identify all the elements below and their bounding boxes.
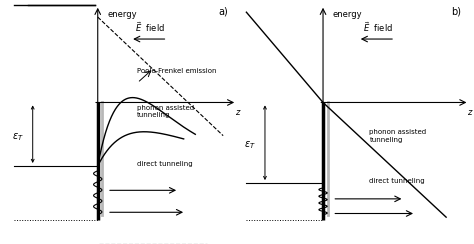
Text: energy: energy	[332, 10, 362, 19]
Text: phonon assisted
tunneling: phonon assisted tunneling	[370, 129, 427, 142]
Text: $\vec{E}$  field: $\vec{E}$ field	[135, 20, 165, 34]
Text: energy: energy	[107, 10, 137, 19]
Text: z: z	[467, 108, 472, 117]
Text: b): b)	[451, 7, 461, 17]
Text: $\varepsilon_T$: $\varepsilon_T$	[244, 139, 256, 151]
Text: Poole-Frenkel emission: Poole-Frenkel emission	[137, 68, 217, 74]
Text: direct tunneling: direct tunneling	[370, 178, 425, 184]
Text: $\vec{E}$  field: $\vec{E}$ field	[363, 20, 392, 34]
Text: $\varepsilon_T$: $\varepsilon_T$	[12, 131, 24, 142]
Text: direct tunneling: direct tunneling	[137, 161, 193, 167]
Text: z: z	[235, 108, 239, 117]
Text: phonon assisted
tunneling: phonon assisted tunneling	[137, 105, 194, 118]
Text: a): a)	[219, 7, 228, 17]
